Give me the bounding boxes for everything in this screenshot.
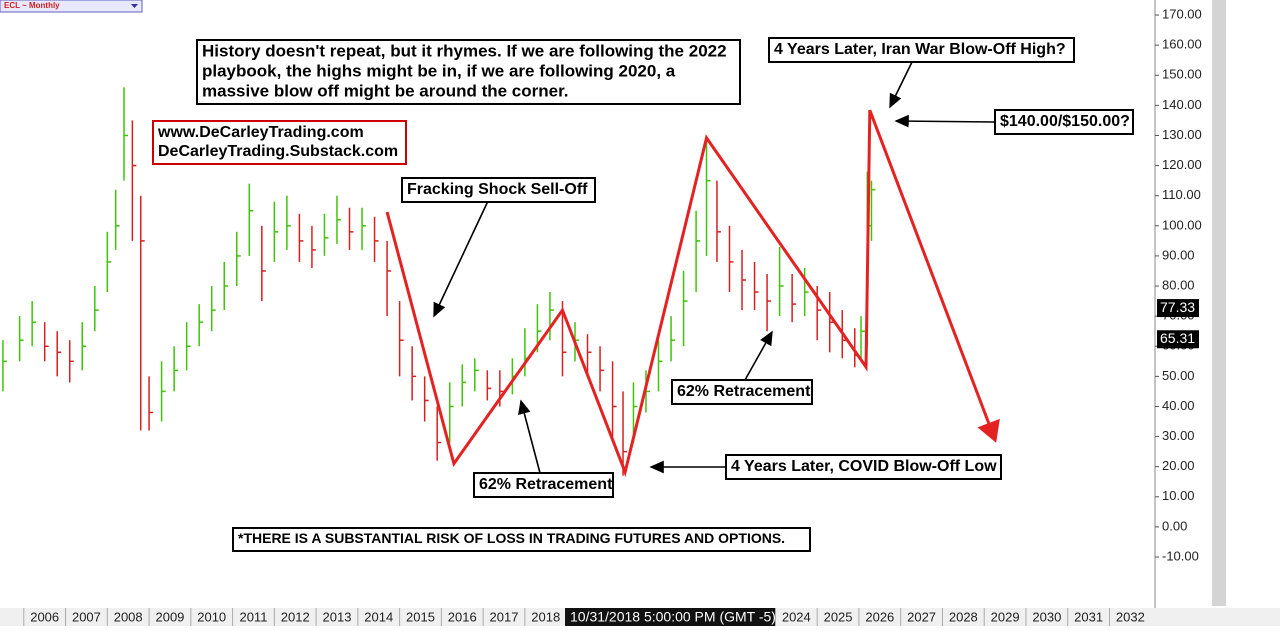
annotation-text: playbook, the highs might be in, if we a… (202, 61, 676, 80)
x-tick-label: 2016 (448, 609, 477, 624)
y-tick-label: 90.00 (1162, 247, 1195, 262)
annotation-box (152, 120, 407, 165)
y-tick-label: 10.00 (1162, 488, 1195, 503)
annotation-box (725, 454, 1002, 480)
price-tag (1157, 299, 1199, 318)
annotation-box (232, 527, 811, 552)
x-tick-label: 2018 (531, 609, 560, 624)
x-tick-label: 2027 (907, 609, 936, 624)
annotation-box (401, 177, 596, 203)
x-tick-label: 2013 (323, 609, 352, 624)
dropdown-icon (131, 4, 138, 8)
annotation-text: www.DeCarleyTrading.com (157, 124, 364, 141)
annotation-text: 62% Retracement (479, 476, 613, 493)
symbol-box[interactable] (0, 0, 143, 13)
x-tick-label: 2011 (239, 609, 267, 624)
crosshair-label: 10/31/2018 5:00:00 PM (GMT -5) (570, 609, 776, 625)
x-tick-label: 2032 (1116, 609, 1145, 624)
annotation-text: History doesn't repeat, but it rhymes. I… (202, 41, 727, 60)
trendline (385, 109, 1000, 478)
scrollbar (1212, 0, 1226, 606)
y-tick-label: 160.00 (1162, 37, 1202, 52)
y-tick-label: 130.00 (1162, 127, 1202, 142)
annotation-text: $140.00/$150.00? (1000, 113, 1130, 130)
price-tag-label: 77.33 (1160, 299, 1195, 315)
x-tick-label: 2009 (155, 609, 184, 624)
y-tick-label: 170.00 (1162, 6, 1202, 21)
y-tick-label: 40.00 (1162, 398, 1195, 413)
x-tick-label: 2007 (72, 609, 101, 624)
x-tick-label: 2008 (114, 609, 143, 624)
x-tick-label: 2031 (1074, 609, 1103, 624)
x-tick-label: 2010 (197, 609, 226, 624)
y-tick-label: 0.00 (1162, 518, 1187, 533)
y-tick-label: 80.00 (1162, 277, 1195, 292)
annotation-box (768, 37, 1075, 63)
x-tick-label: 2014 (364, 609, 393, 624)
y-tick-label: 140.00 (1162, 97, 1202, 112)
symbol: ECL ~ Monthly (4, 1, 60, 10)
y-tick-label: 30.00 (1162, 428, 1195, 443)
plot (2, 87, 876, 476)
y-tick-label: -10.00 (1162, 548, 1199, 563)
annotation-text: 4 Years Later, Iran War Blow-Off High? (774, 41, 1066, 58)
x-tick-label: 2017 (490, 609, 519, 624)
price-tag (1157, 330, 1199, 349)
annotation-text: 4 Years Later, COVID Blow-Off Low (731, 458, 997, 475)
crosshair-box (565, 608, 775, 626)
x-tick-label: 2028 (949, 609, 978, 624)
annotation-text: massive blow off might be around the cor… (202, 81, 569, 100)
x-tick-label: 2029 (991, 609, 1020, 624)
x-tick-label: 2026 (865, 609, 894, 624)
price-tag-label: 65.31 (1160, 330, 1195, 346)
annotation-box (994, 109, 1134, 135)
y-tick-label: 100.00 (1162, 217, 1202, 232)
x-tick-label: 2024 (782, 609, 811, 624)
x-tick-label: 2015 (406, 609, 435, 624)
x-tick-label: 2012 (281, 609, 310, 624)
y-tick-label: 110.00 (1162, 187, 1201, 202)
y-tick-label: 150.00 (1162, 67, 1202, 82)
y-tick-label: 50.00 (1162, 368, 1195, 383)
annotation-box (196, 39, 741, 105)
annotation-text: 62% Retracement (677, 383, 811, 400)
annotation-text: DeCarleyTrading.Substack.com (158, 143, 398, 160)
y-tick-label: 120.00 (1162, 157, 1202, 172)
annotation-box (671, 379, 813, 405)
x-tick-label: 2006 (30, 609, 59, 624)
annotation-text: *THERE IS A SUBSTANTIAL RISK OF LOSS IN … (238, 530, 785, 546)
arrows (433, 61, 996, 474)
y-tick-label: 20.00 (1162, 458, 1195, 473)
annotation-box (473, 472, 614, 498)
annotation-text: Fracking Shock Sell-Off (407, 181, 588, 198)
x-tick-label: 2030 (1032, 609, 1061, 624)
x-tick-label: 2025 (824, 609, 853, 624)
